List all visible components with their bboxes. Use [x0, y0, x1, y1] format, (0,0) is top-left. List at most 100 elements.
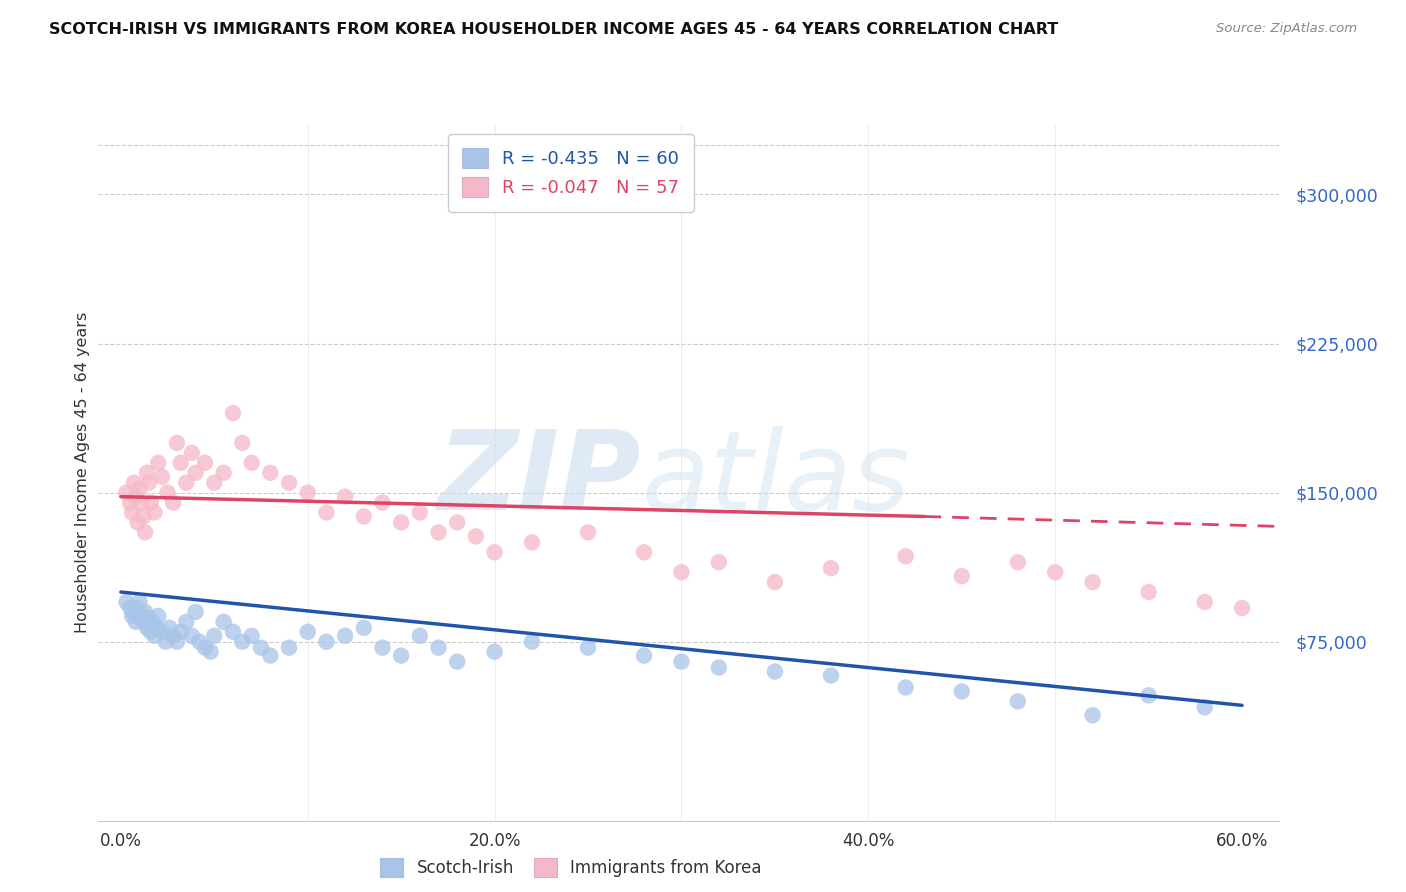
Point [1194, 595, 1216, 609]
Point [174, 475, 197, 490]
Text: ZIP: ZIP [439, 426, 641, 533]
Legend: Scotch-Irish, Immigrants from Korea: Scotch-Irish, Immigrants from Korea [371, 850, 770, 886]
Point [633, 545, 655, 559]
Point [150, 624, 173, 639]
Point [671, 655, 693, 669]
Point [134, 605, 156, 619]
Point [297, 485, 319, 500]
Point [427, 525, 450, 540]
Point [389, 516, 412, 530]
Point [894, 681, 917, 695]
Point [763, 575, 786, 590]
Point [278, 475, 301, 490]
Point [156, 485, 179, 500]
Point [1045, 565, 1067, 579]
Point [155, 634, 177, 648]
Point [576, 640, 599, 655]
Point [259, 648, 281, 663]
Point [202, 475, 225, 490]
Point [162, 495, 184, 509]
Point [180, 629, 202, 643]
Point [1007, 694, 1029, 708]
Point [166, 436, 188, 450]
Point [1194, 700, 1216, 714]
Point [132, 509, 155, 524]
Point [212, 615, 235, 629]
Point [162, 629, 184, 643]
Point [125, 490, 148, 504]
Point [446, 516, 468, 530]
Point [353, 621, 375, 635]
Point [231, 436, 253, 450]
Point [127, 516, 149, 530]
Point [139, 624, 162, 639]
Point [671, 565, 693, 579]
Point [128, 482, 150, 496]
Point [409, 629, 432, 643]
Point [1081, 708, 1104, 723]
Point [169, 456, 191, 470]
Point [174, 615, 197, 629]
Point [212, 466, 235, 480]
Point [333, 490, 356, 504]
Point [145, 621, 167, 635]
Point [127, 601, 149, 615]
Point [950, 569, 973, 583]
Point [409, 506, 432, 520]
Point [950, 684, 973, 698]
Point [484, 545, 506, 559]
Point [520, 634, 543, 648]
Point [184, 605, 207, 619]
Point [240, 629, 263, 643]
Point [121, 506, 143, 520]
Point [148, 456, 170, 470]
Point [633, 648, 655, 663]
Point [371, 640, 394, 655]
Point [427, 640, 450, 655]
Point [484, 645, 506, 659]
Point [1230, 601, 1253, 615]
Point [1137, 585, 1160, 599]
Point [520, 535, 543, 549]
Point [143, 506, 166, 520]
Point [389, 648, 412, 663]
Point [139, 495, 162, 509]
Point [1081, 575, 1104, 590]
Point [240, 456, 263, 470]
Point [136, 621, 159, 635]
Point [200, 645, 222, 659]
Point [148, 608, 170, 623]
Point [138, 475, 160, 490]
Point [180, 446, 202, 460]
Point [202, 629, 225, 643]
Point [194, 456, 217, 470]
Point [115, 485, 138, 500]
Point [136, 466, 159, 480]
Point [353, 509, 375, 524]
Point [131, 608, 153, 623]
Point [297, 624, 319, 639]
Point [143, 629, 166, 643]
Point [894, 549, 917, 564]
Point [159, 621, 181, 635]
Point [150, 469, 173, 483]
Point [188, 634, 211, 648]
Point [231, 634, 253, 648]
Point [131, 495, 153, 509]
Point [278, 640, 301, 655]
Point [333, 629, 356, 643]
Point [259, 466, 281, 480]
Point [125, 615, 148, 629]
Point [115, 595, 138, 609]
Point [120, 601, 142, 615]
Point [222, 624, 245, 639]
Point [315, 634, 337, 648]
Point [120, 495, 142, 509]
Point [763, 665, 786, 679]
Text: SCOTCH-IRISH VS IMMIGRANTS FROM KOREA HOUSEHOLDER INCOME AGES 45 - 64 YEARS CORR: SCOTCH-IRISH VS IMMIGRANTS FROM KOREA HO… [49, 22, 1059, 37]
Y-axis label: Householder Income Ages 45 - 64 years: Householder Income Ages 45 - 64 years [75, 312, 90, 633]
Point [1007, 555, 1029, 569]
Point [142, 615, 165, 629]
Point [576, 525, 599, 540]
Point [250, 640, 273, 655]
